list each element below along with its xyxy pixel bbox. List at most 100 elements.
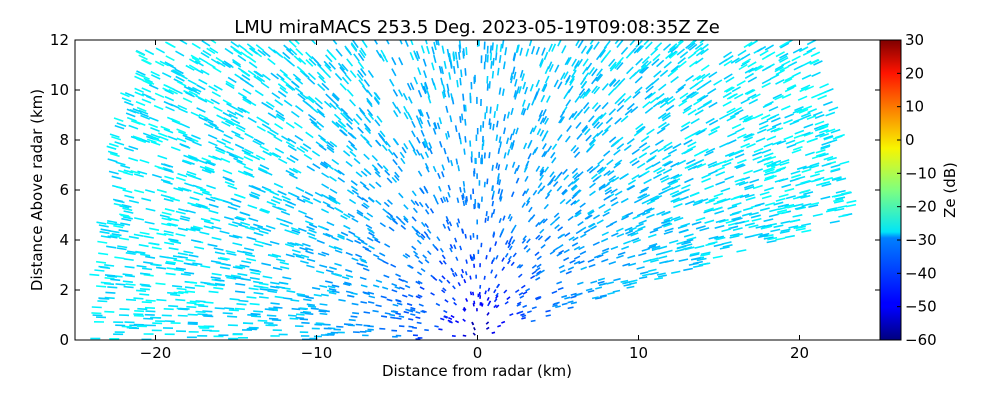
ze-gate-mark <box>613 162 621 169</box>
ze-gate-mark <box>160 178 171 184</box>
ze-gate-mark <box>528 40 533 47</box>
ze-gate-mark <box>121 97 132 103</box>
ze-gate-mark <box>294 77 304 85</box>
colorbar-label: Ze (dB) <box>941 162 959 218</box>
ze-gate-mark <box>809 202 820 206</box>
ze-gate-mark <box>358 79 365 88</box>
ze-gate-mark <box>346 122 354 130</box>
ze-gate-mark <box>469 235 472 240</box>
ze-gate-mark <box>386 298 393 302</box>
ze-gate-mark <box>568 112 575 121</box>
ze-gate-mark <box>587 258 595 263</box>
ze-gate-mark <box>729 232 740 237</box>
ze-gate-mark <box>374 119 381 127</box>
ze-gate-mark <box>670 197 680 203</box>
ze-gate-mark <box>755 137 766 143</box>
ze-gate-mark <box>363 311 371 314</box>
ze-gate-mark <box>662 154 672 161</box>
ze-gate-mark <box>189 58 199 65</box>
ze-gate-mark <box>602 182 611 189</box>
ze-gate-mark <box>276 73 285 81</box>
ze-gate-mark <box>419 152 425 160</box>
ze-gate-mark <box>213 247 224 251</box>
ze-gate-mark <box>166 41 176 49</box>
ze-gate-mark <box>243 170 254 176</box>
ze-gate-mark <box>359 109 367 117</box>
ze-gate-mark <box>232 60 242 68</box>
ze-gate-mark <box>235 194 246 199</box>
ze-gate-mark <box>329 175 337 182</box>
ze-gate-mark <box>458 44 461 53</box>
ze-gate-mark <box>591 102 599 110</box>
ze-gate-mark <box>678 100 688 107</box>
ze-gate-mark <box>269 240 280 245</box>
ze-gate-mark <box>740 98 750 105</box>
ze-gate-mark <box>683 267 693 272</box>
ze-gate-mark <box>727 131 737 138</box>
ze-gate-mark <box>616 143 625 150</box>
ze-gate-mark <box>691 221 702 226</box>
ze-gate-mark <box>632 239 641 244</box>
ze-gate-mark <box>531 98 536 106</box>
ze-gate-mark <box>142 267 153 271</box>
ze-gate-mark <box>408 318 414 321</box>
ze-gate-mark <box>497 67 500 76</box>
ze-gate-mark <box>361 197 369 203</box>
ze-gate-mark <box>624 108 633 116</box>
ze-gate-mark <box>201 191 212 196</box>
ze-gate-mark <box>163 100 174 107</box>
ze-gate-mark <box>481 303 484 307</box>
ze-gate-mark <box>629 157 638 164</box>
ze-gate-mark <box>523 166 528 173</box>
ze-gate-mark <box>375 199 382 206</box>
ze-gate-mark <box>550 175 556 182</box>
y-tick-label: 6 <box>59 181 69 199</box>
ze-gate-mark <box>256 75 266 83</box>
ze-gate-mark <box>154 165 165 170</box>
ze-gate-mark <box>763 218 774 223</box>
ze-gate-mark <box>424 151 430 158</box>
ze-gate-mark <box>146 138 157 144</box>
ze-gate-mark <box>139 112 149 118</box>
ze-gate-mark <box>641 194 650 200</box>
y-tick-label: 2 <box>59 281 69 299</box>
ze-gate-mark <box>453 65 456 74</box>
ze-gate-mark <box>192 225 203 230</box>
ze-gate-mark <box>206 184 216 190</box>
ze-gate-mark <box>535 46 540 55</box>
ze-gate-mark <box>360 259 368 264</box>
ze-gate-mark <box>243 165 254 172</box>
ze-gate-mark <box>603 40 611 49</box>
ze-gate-mark <box>521 202 526 208</box>
ze-gate-mark <box>187 313 198 316</box>
ze-gate-mark <box>512 128 516 136</box>
ze-gate-mark <box>144 189 156 194</box>
ze-gate-mark <box>689 253 700 257</box>
ze-gate-mark <box>615 227 624 233</box>
ze-gate-mark <box>803 131 814 137</box>
ze-gate-mark <box>539 117 545 125</box>
ze-gate-mark <box>510 228 515 234</box>
ze-gate-mark <box>567 266 575 271</box>
ze-gate-mark <box>164 208 175 212</box>
ze-gate-mark <box>224 145 235 151</box>
ze-gate-mark <box>371 235 379 241</box>
ze-gate-mark <box>194 284 205 288</box>
ze-gate-mark <box>420 310 426 314</box>
ze-gate-mark <box>561 188 568 195</box>
ze-gate-mark <box>422 58 427 67</box>
ze-gate-mark <box>451 297 456 302</box>
ze-gate-mark <box>775 197 786 202</box>
ze-gate-mark <box>344 73 352 82</box>
ze-gate-mark <box>820 144 831 149</box>
ze-gate-mark <box>497 188 501 194</box>
ze-gate-mark <box>360 68 367 76</box>
ze-gate-mark <box>314 191 323 198</box>
ze-gate-mark <box>542 108 547 117</box>
ze-gate-mark <box>366 89 373 98</box>
ze-gate-mark <box>603 195 611 201</box>
ze-gate-mark <box>754 65 764 72</box>
ze-gate-mark <box>720 187 731 193</box>
ze-gate-mark <box>504 252 509 258</box>
ze-gate-mark <box>423 185 428 192</box>
